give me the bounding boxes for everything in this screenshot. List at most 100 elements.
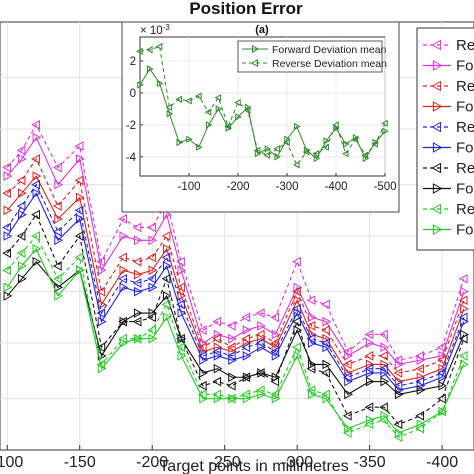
main-data-point xyxy=(416,355,426,365)
main-data-point xyxy=(292,286,301,297)
main-data-point xyxy=(394,428,404,438)
main-data-point xyxy=(147,273,156,284)
main-data-point xyxy=(460,359,469,370)
inset-x-tick-label: -500 xyxy=(373,181,396,193)
inset-data-point xyxy=(253,146,261,155)
main-data-point xyxy=(3,205,13,216)
main-data-point xyxy=(228,372,237,383)
inset-data-point xyxy=(341,149,349,158)
main-data-point xyxy=(97,363,107,374)
main-x-tick-label: -200 xyxy=(136,454,168,471)
main-data-point xyxy=(18,154,27,164)
main-x-tick-label: -350 xyxy=(354,454,386,471)
main-data-point xyxy=(16,231,26,241)
main-legend: Re Fo Re Fo Re Fo Re Fo Re Fo xyxy=(416,27,474,251)
inset-y-exponent-base: × 10 xyxy=(140,25,163,37)
main-data-point xyxy=(162,243,172,254)
main-x-ticks: -100 -150 -200 -250 -300 -350 -400 xyxy=(0,445,458,471)
main-data-point xyxy=(74,205,84,216)
main-data-point xyxy=(257,368,266,378)
main-data-point xyxy=(393,368,403,378)
main-data-point xyxy=(257,342,266,353)
inset-x-tick-label: -300 xyxy=(275,181,298,193)
main-data-point xyxy=(2,162,11,173)
inset-data-point xyxy=(361,151,369,159)
main-data-point xyxy=(18,188,27,199)
main-data-point xyxy=(271,329,281,340)
main-data-point xyxy=(76,192,85,203)
main-legend-label: Fo xyxy=(456,58,474,75)
main-data-point xyxy=(460,316,469,327)
inset-legend-items: Forward Deviation mean Reverse Deviation … xyxy=(242,44,387,70)
main-data-point xyxy=(96,286,106,297)
main-data-point xyxy=(16,145,26,156)
inset-series-1 xyxy=(136,42,388,169)
main-data-point xyxy=(321,299,330,310)
main-legend-marker xyxy=(431,121,442,133)
main-data-point xyxy=(364,350,374,361)
main-data-point xyxy=(97,265,107,276)
main-data-point xyxy=(31,209,40,220)
main-data-point xyxy=(96,308,106,318)
inset-data-point xyxy=(205,121,213,129)
inset-data-point xyxy=(196,143,203,151)
main-data-point xyxy=(226,380,236,391)
main-data-point xyxy=(76,154,85,164)
inset-data-point xyxy=(264,145,272,153)
inset-data-point xyxy=(382,127,389,135)
main-data-point xyxy=(364,329,374,340)
main-data-point xyxy=(147,222,156,233)
main-data-point xyxy=(119,338,129,348)
inset-x-tick-label: -400 xyxy=(324,181,347,193)
main-data-point xyxy=(199,368,208,378)
main-data-point xyxy=(161,252,171,263)
main-legend-label: Re xyxy=(456,78,474,95)
inset-data-point xyxy=(185,97,192,105)
main-data-point xyxy=(416,385,426,395)
inset-data-point xyxy=(225,124,233,132)
main-data-point xyxy=(255,308,265,318)
main-data-point xyxy=(2,265,11,276)
main-data-point xyxy=(74,141,84,151)
main-series-9 xyxy=(3,243,469,438)
inset-data-point xyxy=(243,106,251,115)
inset-data-point xyxy=(323,137,331,145)
inset-y-tick-label: 2 xyxy=(130,56,136,68)
inset-data-point xyxy=(137,81,144,89)
main-data-point xyxy=(2,248,11,258)
inset-legend-marker xyxy=(251,44,260,54)
x-axis-label: Target points in millimetres xyxy=(159,458,348,474)
main-data-point xyxy=(162,209,172,220)
main-data-point xyxy=(161,299,171,310)
main-data-point xyxy=(307,338,317,348)
main-data-point xyxy=(199,393,208,404)
main-data-point xyxy=(365,338,375,348)
main-data-point xyxy=(2,222,11,233)
main-data-point xyxy=(438,372,448,383)
main-data-point xyxy=(31,154,40,164)
main-data-point xyxy=(52,201,62,211)
main-data-point xyxy=(228,333,237,344)
main-data-point xyxy=(147,325,156,336)
main-data-point xyxy=(74,231,84,241)
main-data-point xyxy=(307,359,317,370)
main-series-1 xyxy=(3,132,469,370)
main-data-point xyxy=(342,359,352,370)
main-data-point xyxy=(119,316,129,327)
main-legend-label: Re xyxy=(456,119,474,136)
main-data-point xyxy=(177,291,187,301)
main-series-line xyxy=(6,123,465,361)
main-legend-marker xyxy=(432,224,443,235)
main-data-point xyxy=(364,402,374,413)
main-data-point xyxy=(31,179,40,190)
main-data-point xyxy=(344,376,353,387)
main-data-point xyxy=(212,376,222,387)
inset-ticks: -100 -200 -300 -400 -500 2 0 -2 -4 xyxy=(126,56,397,193)
inset-data-point xyxy=(214,94,222,102)
main-data-point xyxy=(393,419,403,430)
main-data-point xyxy=(148,308,158,318)
main-data-point xyxy=(3,291,13,301)
main-series-5 xyxy=(3,188,469,395)
main-data-point xyxy=(32,256,42,267)
